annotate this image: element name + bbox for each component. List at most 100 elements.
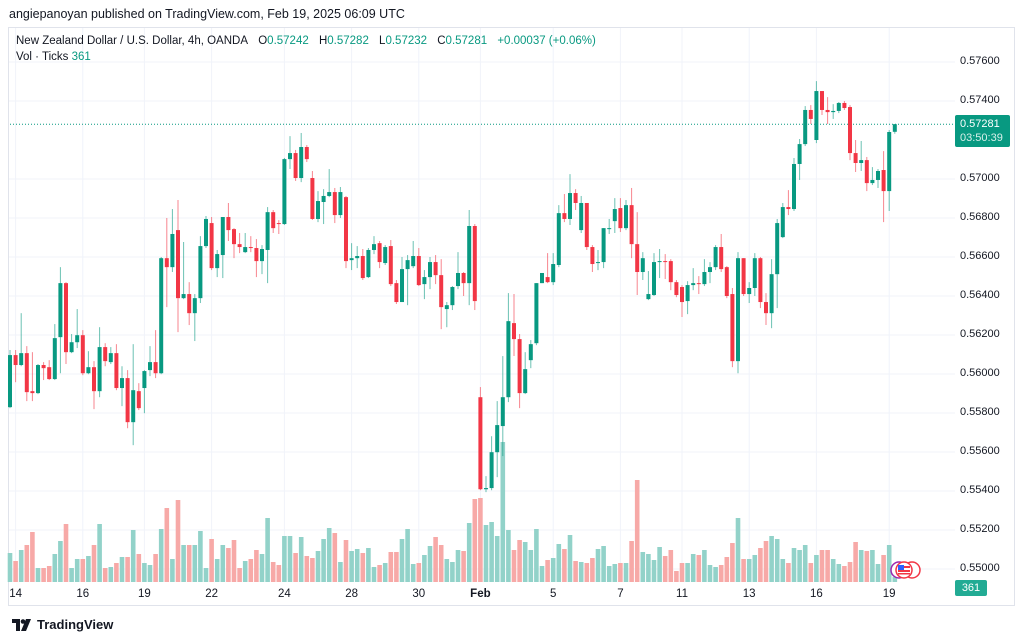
candle-down[interactable] bbox=[758, 257, 763, 309]
candle-up[interactable] bbox=[640, 252, 645, 281]
candle-up[interactable] bbox=[405, 255, 410, 306]
candle-up[interactable] bbox=[181, 241, 186, 300]
candle-up[interactable] bbox=[646, 271, 651, 301]
candle-down[interactable] bbox=[125, 370, 130, 429]
candle-down[interactable] bbox=[344, 195, 348, 269]
candle-down[interactable] bbox=[629, 187, 634, 259]
candle-up[interactable] bbox=[52, 324, 57, 381]
candle-down[interactable] bbox=[271, 210, 276, 234]
candle-down[interactable] bbox=[209, 217, 214, 271]
candle-up[interactable] bbox=[752, 253, 757, 296]
candle-down[interactable] bbox=[808, 105, 813, 125]
candle-up[interactable] bbox=[568, 174, 572, 226]
candle-down[interactable] bbox=[377, 241, 382, 269]
candle-up[interactable] bbox=[159, 257, 164, 375]
candle-up[interactable] bbox=[887, 130, 892, 211]
candle-up[interactable] bbox=[260, 245, 264, 275]
candle-up[interactable] bbox=[556, 205, 561, 268]
candle-down[interactable] bbox=[696, 276, 701, 295]
candle-down[interactable] bbox=[820, 91, 824, 116]
candle-down[interactable] bbox=[512, 294, 516, 357]
candle-up[interactable] bbox=[120, 366, 124, 407]
candle-up[interactable] bbox=[108, 347, 113, 365]
candle-down[interactable] bbox=[478, 387, 483, 491]
candle-down[interactable] bbox=[332, 187, 337, 224]
candle-down[interactable] bbox=[30, 352, 35, 402]
candle-up[interactable] bbox=[534, 283, 539, 346]
volume-indicator-label[interactable]: Vol · Ticks bbox=[16, 51, 69, 63]
candle-up[interactable] bbox=[769, 259, 774, 329]
candle-down[interactable] bbox=[187, 282, 192, 326]
candle-up[interactable] bbox=[192, 294, 197, 342]
candle-up[interactable] bbox=[708, 262, 712, 284]
candle-down[interactable] bbox=[114, 344, 119, 391]
economic-events-icon[interactable] bbox=[890, 561, 926, 579]
candle-down[interactable] bbox=[439, 259, 444, 330]
candle-up[interactable] bbox=[450, 286, 455, 311]
candle-down[interactable] bbox=[92, 361, 96, 410]
candle-up[interactable] bbox=[383, 245, 388, 265]
symbol-description[interactable]: New Zealand Dollar / U.S. Dollar, 4h, OA… bbox=[16, 35, 249, 47]
candle-down[interactable] bbox=[590, 245, 595, 273]
candle-up[interactable] bbox=[131, 344, 136, 446]
candle-up[interactable] bbox=[579, 195, 584, 234]
candle-down[interactable] bbox=[668, 259, 673, 291]
candle-down[interactable] bbox=[864, 156, 869, 192]
candle-down[interactable] bbox=[635, 212, 640, 296]
candle-up[interactable] bbox=[372, 236, 376, 255]
candle-up[interactable] bbox=[736, 252, 740, 374]
candle-up[interactable] bbox=[75, 309, 80, 349]
candle-up[interactable] bbox=[355, 246, 360, 269]
candle-down[interactable] bbox=[848, 105, 852, 161]
candle-down[interactable] bbox=[881, 151, 886, 223]
candle-up[interactable] bbox=[69, 334, 74, 354]
candle-down[interactable] bbox=[680, 285, 684, 318]
candle-down[interactable] bbox=[47, 360, 52, 381]
candle-up[interactable] bbox=[428, 257, 432, 290]
candle-up[interactable] bbox=[489, 436, 494, 491]
candle-up[interactable] bbox=[500, 356, 505, 457]
candle-up[interactable] bbox=[204, 216, 208, 249]
candle-down[interactable] bbox=[360, 249, 365, 281]
candle-up[interactable] bbox=[484, 476, 488, 493]
candle-up[interactable] bbox=[265, 207, 270, 284]
candle-down[interactable] bbox=[741, 258, 746, 296]
candle-up[interactable] bbox=[528, 340, 533, 369]
candle-up[interactable] bbox=[321, 189, 326, 225]
candle-down[interactable] bbox=[517, 334, 522, 409]
candle-up[interactable] bbox=[467, 210, 472, 306]
candle-up[interactable] bbox=[282, 157, 287, 226]
candle-down[interactable] bbox=[254, 239, 259, 278]
candle-down[interactable] bbox=[248, 236, 253, 253]
candle-up[interactable] bbox=[58, 267, 63, 374]
candle-down[interactable] bbox=[388, 240, 393, 287]
candle-down[interactable] bbox=[164, 218, 169, 308]
candle-down[interactable] bbox=[293, 149, 298, 181]
candle-up[interactable] bbox=[831, 104, 836, 119]
candle-up[interactable] bbox=[624, 200, 628, 231]
candle-up[interactable] bbox=[540, 272, 544, 284]
candle-down[interactable] bbox=[730, 288, 735, 368]
candle-up[interactable] bbox=[8, 350, 12, 409]
candle-up[interactable] bbox=[892, 124, 897, 134]
candle-up[interactable] bbox=[607, 218, 612, 234]
candle-up[interactable] bbox=[523, 352, 528, 395]
candle-down[interactable] bbox=[545, 253, 550, 284]
candle-down[interactable] bbox=[276, 220, 281, 234]
candle-up[interactable] bbox=[775, 218, 780, 309]
candle-down[interactable] bbox=[64, 282, 68, 365]
candle-up[interactable] bbox=[243, 233, 248, 254]
candle-down[interactable] bbox=[310, 171, 315, 220]
candle-up[interactable] bbox=[288, 136, 292, 170]
candle-down[interactable] bbox=[304, 145, 309, 163]
candle-down[interactable] bbox=[80, 330, 85, 376]
candle-up[interactable] bbox=[456, 252, 460, 290]
candle-down[interactable] bbox=[764, 293, 768, 326]
candle-down[interactable] bbox=[618, 198, 623, 233]
candle-up[interactable] bbox=[859, 140, 864, 172]
candle-down[interactable] bbox=[136, 383, 141, 411]
candle-down[interactable] bbox=[13, 350, 18, 383]
candle-down[interactable] bbox=[674, 280, 679, 298]
candle-down[interactable] bbox=[825, 97, 830, 125]
